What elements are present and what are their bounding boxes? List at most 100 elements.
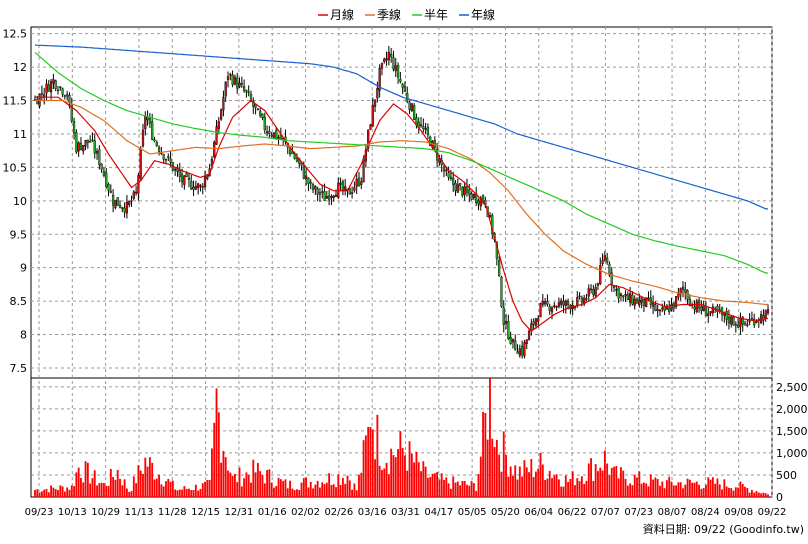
- candle-body: [275, 129, 278, 139]
- candle-body: [344, 186, 347, 191]
- candle-body: [63, 95, 66, 97]
- candle-body: [383, 58, 386, 62]
- volume-bar: [309, 481, 312, 497]
- candle-body: [376, 88, 379, 99]
- candle-body: [674, 296, 678, 307]
- volume-bar: [316, 480, 319, 497]
- volume-bar: [601, 470, 604, 497]
- volume-bar: [137, 465, 140, 497]
- volume-bar: [486, 439, 489, 497]
- candle-body: [291, 151, 294, 155]
- volume-bar: [314, 484, 317, 497]
- candle-body: [445, 169, 448, 172]
- volume-bar: [100, 482, 103, 497]
- candle-body: [183, 175, 186, 185]
- candle-body: [197, 183, 200, 189]
- volume-bar: [716, 478, 719, 497]
- volume-bar: [254, 472, 257, 497]
- candle-body: [45, 83, 48, 94]
- volume-bar: [615, 465, 618, 497]
- candle-body: [390, 54, 393, 57]
- volume-bar: [119, 478, 121, 497]
- candle-body: [516, 351, 519, 354]
- candle-body: [403, 86, 407, 92]
- candle-body: [203, 176, 207, 188]
- candle-body: [238, 82, 241, 88]
- x-tick-label: 04/17: [424, 507, 453, 518]
- candle-body: [424, 128, 427, 130]
- candle-body: [245, 90, 248, 92]
- volume-bar: [82, 482, 85, 497]
- volume-bar: [348, 480, 351, 497]
- x-tick-label: 09/22: [758, 507, 787, 518]
- candle-body: [263, 116, 266, 131]
- candle-body: [190, 181, 193, 190]
- candle-body: [543, 301, 547, 305]
- candle-body: [355, 179, 358, 187]
- volume-bar: [578, 481, 581, 497]
- candle-body: [151, 121, 154, 140]
- candle-body: [54, 80, 57, 89]
- candle-body: [523, 342, 526, 357]
- candle-body: [539, 303, 542, 318]
- candle-body: [725, 310, 728, 320]
- x-tick-label: 12/31: [224, 507, 253, 518]
- volume-bar: [693, 482, 696, 497]
- volume-bar: [125, 488, 128, 497]
- candle-body: [121, 207, 124, 209]
- candle-body: [399, 78, 402, 82]
- volume-bar: [399, 431, 402, 497]
- candle-body: [700, 306, 703, 311]
- candle-body: [596, 283, 600, 286]
- volume-bar: [204, 481, 206, 497]
- candle-body: [617, 287, 620, 299]
- candle-body: [645, 297, 648, 307]
- price-tick-label: 8: [20, 329, 27, 342]
- volume-bar: [112, 476, 115, 497]
- volume-bar: [155, 478, 158, 497]
- candle-body: [442, 166, 446, 172]
- price-tick-label: 10.5: [3, 161, 28, 174]
- volume-bar: [36, 489, 39, 497]
- candle-body: [392, 56, 395, 70]
- volume-bar: [585, 480, 588, 497]
- candle-body: [583, 297, 586, 305]
- volume-bar: [52, 487, 55, 497]
- volume-bar: [656, 479, 659, 497]
- volume-bar: [121, 485, 124, 497]
- volume-bar: [353, 483, 356, 497]
- volume-bar: [167, 478, 170, 497]
- volume-bar: [535, 471, 537, 497]
- volume-bar: [730, 488, 733, 497]
- volume-bar: [580, 476, 583, 497]
- volume-bar: [169, 481, 172, 497]
- candle-body: [332, 195, 335, 198]
- candle-body: [77, 142, 80, 152]
- candle-body: [589, 288, 593, 291]
- candle-body: [640, 296, 643, 303]
- volume-bar: [406, 470, 409, 497]
- x-tick-label: 10/13: [58, 507, 87, 518]
- volume-bar: [663, 488, 666, 497]
- volume-bar: [404, 455, 406, 497]
- candle-body: [606, 257, 609, 263]
- volume-bar: [670, 481, 673, 497]
- volume-bar: [433, 473, 436, 497]
- volume-bar: [40, 491, 43, 497]
- candle-body: [668, 307, 671, 313]
- volume-bar: [346, 475, 349, 497]
- volume-tick-label: 1,000: [776, 447, 808, 460]
- candle-body: [164, 158, 168, 161]
- candle-body: [153, 139, 156, 142]
- candle-body: [684, 289, 687, 293]
- volume-bar: [576, 478, 579, 497]
- candle-body: [337, 182, 340, 198]
- volume-bar: [236, 482, 239, 497]
- volume-bar: [544, 479, 547, 497]
- candle-body: [562, 301, 565, 306]
- candle-body: [764, 310, 767, 319]
- volume-bar: [185, 488, 188, 497]
- volume-bar: [753, 492, 756, 497]
- volume-bar: [762, 492, 765, 497]
- price-panel: [30, 26, 773, 379]
